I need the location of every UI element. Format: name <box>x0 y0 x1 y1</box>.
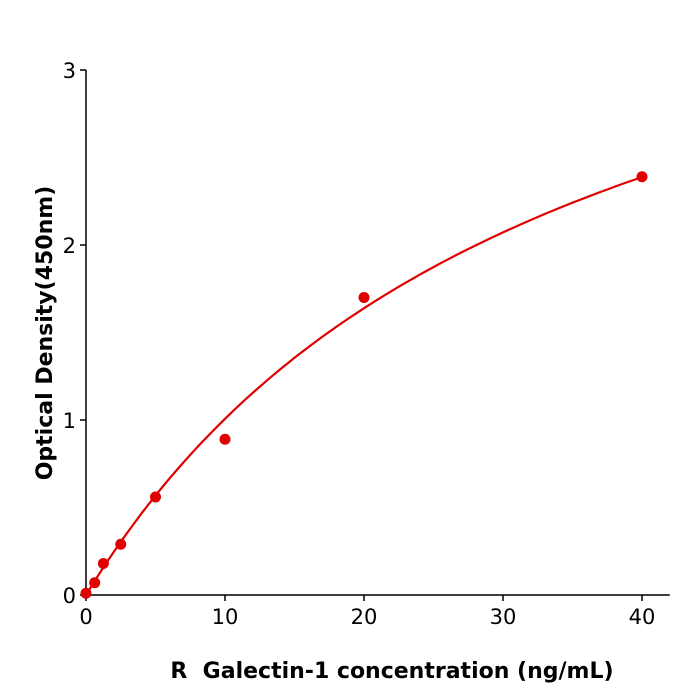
data-point <box>80 587 92 599</box>
data-point <box>636 171 648 183</box>
x-tick-label: 40 <box>629 605 656 629</box>
x-tick-label: 10 <box>212 605 239 629</box>
data-point <box>358 292 370 303</box>
data-point <box>150 491 161 503</box>
data-points <box>80 171 648 599</box>
y-tick-label: 3 <box>63 59 76 83</box>
y-tick-label: 1 <box>63 409 76 433</box>
x-tick-label: 20 <box>351 605 378 629</box>
data-point <box>97 558 109 569</box>
fit-curve <box>85 176 643 596</box>
y-axis-label: Optical Density(450nm) <box>33 186 58 481</box>
data-point <box>115 538 127 550</box>
y-tick-label: 0 <box>63 584 76 608</box>
x-tick-label: 30 <box>490 605 517 629</box>
axes: 0 10 20 30 40 0 1 2 3 <box>63 59 670 629</box>
y-tick-label: 2 <box>63 234 76 258</box>
data-point <box>89 577 101 589</box>
data-point <box>219 433 231 445</box>
x-axis-label: R Galectin-1 concentration (ng/mL) <box>170 659 613 684</box>
x-tick-label: 0 <box>79 605 92 629</box>
